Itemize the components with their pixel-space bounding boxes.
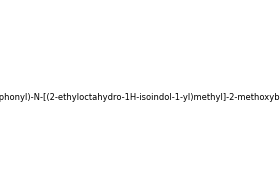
Text: 5-(aminosulphonyl)-N-[(2-ethyloctahydro-1H-isoindol-1-yl)methyl]-2-methoxybenzam: 5-(aminosulphonyl)-N-[(2-ethyloctahydro-…: [0, 93, 280, 102]
